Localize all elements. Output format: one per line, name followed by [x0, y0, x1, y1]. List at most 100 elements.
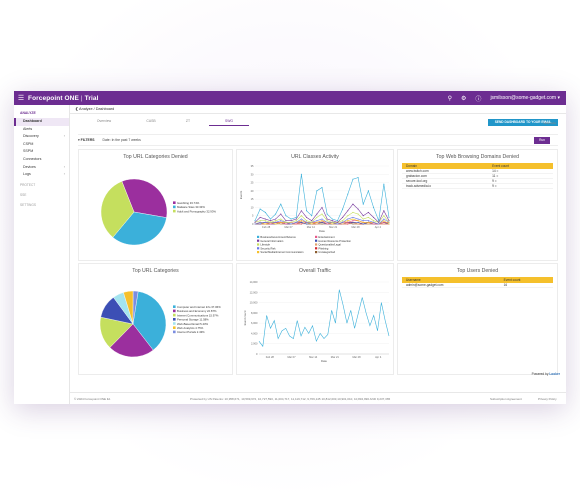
data-point[interactable] [326, 218, 328, 220]
data-point[interactable] [275, 223, 277, 225]
data-point[interactable] [352, 220, 354, 222]
data-point[interactable] [362, 223, 364, 225]
data-point[interactable] [280, 223, 282, 225]
data-point[interactable] [388, 216, 390, 218]
data-point[interactable] [372, 220, 375, 222]
data-point[interactable] [383, 215, 385, 217]
data-point[interactable] [300, 221, 302, 223]
data-point[interactable] [342, 220, 344, 222]
data-point[interactable] [321, 206, 323, 208]
data-point[interactable] [280, 213, 282, 215]
data-point[interactable] [300, 210, 302, 212]
column-header-event-count[interactable]: Event count [488, 163, 553, 169]
sidebar-item-settings[interactable]: SETTINGS [20, 202, 36, 207]
data-point[interactable] [280, 221, 282, 223]
data-point[interactable] [362, 218, 364, 220]
data-point[interactable] [264, 218, 266, 220]
data-point[interactable] [285, 215, 287, 217]
data-point[interactable] [326, 221, 328, 223]
sidebar-item-dashboard[interactable]: Dashboard [14, 118, 69, 126]
sidebar-item-connectors[interactable]: Connectors [14, 156, 69, 164]
data-point[interactable] [352, 221, 354, 223]
data-point[interactable] [275, 218, 277, 220]
data-point[interactable] [321, 218, 323, 220]
legend-label[interactable]: Human Resource Protection [318, 239, 351, 243]
data-point[interactable] [275, 213, 277, 215]
data-point[interactable] [352, 216, 354, 218]
legend-label[interactable]: Uncategorized [318, 250, 335, 254]
data-point[interactable] [388, 223, 390, 225]
data-point[interactable] [316, 213, 318, 215]
sidebar-item-sspm[interactable]: SSPM [14, 148, 69, 156]
data-point[interactable] [347, 221, 349, 223]
data-point[interactable] [378, 221, 380, 223]
data-point[interactable] [264, 221, 266, 223]
series-line-events[interactable] [258, 289, 390, 348]
footer-link-privacy[interactable]: Privacy Policy [538, 397, 557, 401]
data-point[interactable] [311, 221, 313, 223]
table-row[interactable]: grabacion.com 11 = [402, 173, 553, 179]
data-point[interactable] [383, 221, 385, 223]
data-point[interactable] [280, 220, 282, 222]
pie-slice-malware-sites[interactable] [112, 211, 167, 246]
series-line-general-information[interactable] [254, 203, 390, 223]
data-point[interactable] [331, 221, 333, 223]
legend-label[interactable]: Questionable/Legal [318, 243, 341, 247]
data-point[interactable] [342, 223, 344, 225]
data-point[interactable] [275, 221, 277, 223]
sidebar-item-devices[interactable]: Devices › [14, 164, 69, 172]
data-point[interactable] [347, 223, 349, 225]
data-point[interactable] [311, 220, 313, 222]
data-point[interactable] [254, 220, 256, 222]
legend-label[interactable]: Phishing [318, 246, 329, 250]
data-point[interactable] [285, 220, 287, 222]
search-icon[interactable]: ⚲ [447, 95, 453, 102]
data-point[interactable] [367, 216, 369, 218]
data-point[interactable] [331, 223, 333, 225]
data-point[interactable] [388, 220, 390, 222]
data-point[interactable] [316, 220, 318, 222]
data-point[interactable] [357, 220, 359, 222]
tab-casb[interactable]: CASB [146, 119, 156, 123]
data-point[interactable] [295, 221, 297, 223]
menu-icon[interactable]: ☰ [17, 95, 25, 102]
tab-overview[interactable]: Overview [96, 119, 112, 123]
data-point[interactable] [300, 218, 302, 220]
tab-zt[interactable]: ZT [185, 119, 191, 123]
data-point[interactable] [264, 220, 266, 222]
table-row[interactable]: track.adsmedia.io 9 = [402, 183, 553, 189]
run-button[interactable]: Run [534, 137, 550, 144]
column-header-username[interactable]: Username [402, 277, 500, 283]
sidebar-item-discovery[interactable]: Discovery › [14, 133, 69, 141]
column-header-event-count[interactable]: Event count [499, 277, 553, 283]
data-point[interactable] [290, 218, 292, 220]
data-point[interactable] [352, 223, 354, 225]
data-point[interactable] [367, 190, 369, 192]
data-point[interactable] [285, 221, 287, 223]
data-point[interactable] [336, 221, 339, 223]
data-point[interactable] [331, 220, 333, 222]
data-point[interactable] [347, 220, 349, 222]
data-point[interactable] [305, 210, 308, 212]
data-point[interactable] [372, 223, 375, 225]
tab-swg[interactable]: SWG [209, 119, 249, 126]
sidebar-item-cspm[interactable]: CSPM [14, 141, 69, 149]
data-point[interactable] [269, 223, 272, 225]
data-point[interactable] [336, 220, 339, 222]
data-point[interactable] [362, 215, 364, 217]
data-point[interactable] [321, 220, 323, 222]
user-menu[interactable]: jsmilsson@some-gadget.com ▾ [490, 95, 560, 101]
data-point[interactable] [388, 221, 390, 223]
data-point[interactable] [321, 186, 323, 189]
data-point[interactable] [357, 218, 359, 220]
back-arrow-icon[interactable]: ❮ [75, 107, 79, 111]
data-point[interactable] [372, 221, 375, 223]
data-point[interactable] [269, 221, 272, 223]
data-point[interactable] [347, 215, 349, 217]
data-point[interactable] [352, 218, 354, 220]
table-row[interactable]: www.twitch.com 14 = [402, 169, 553, 174]
sidebar-item-sse[interactable]: SSE [20, 192, 27, 197]
data-point[interactable] [269, 220, 272, 222]
data-point[interactable] [326, 213, 328, 215]
data-point[interactable] [305, 221, 308, 223]
